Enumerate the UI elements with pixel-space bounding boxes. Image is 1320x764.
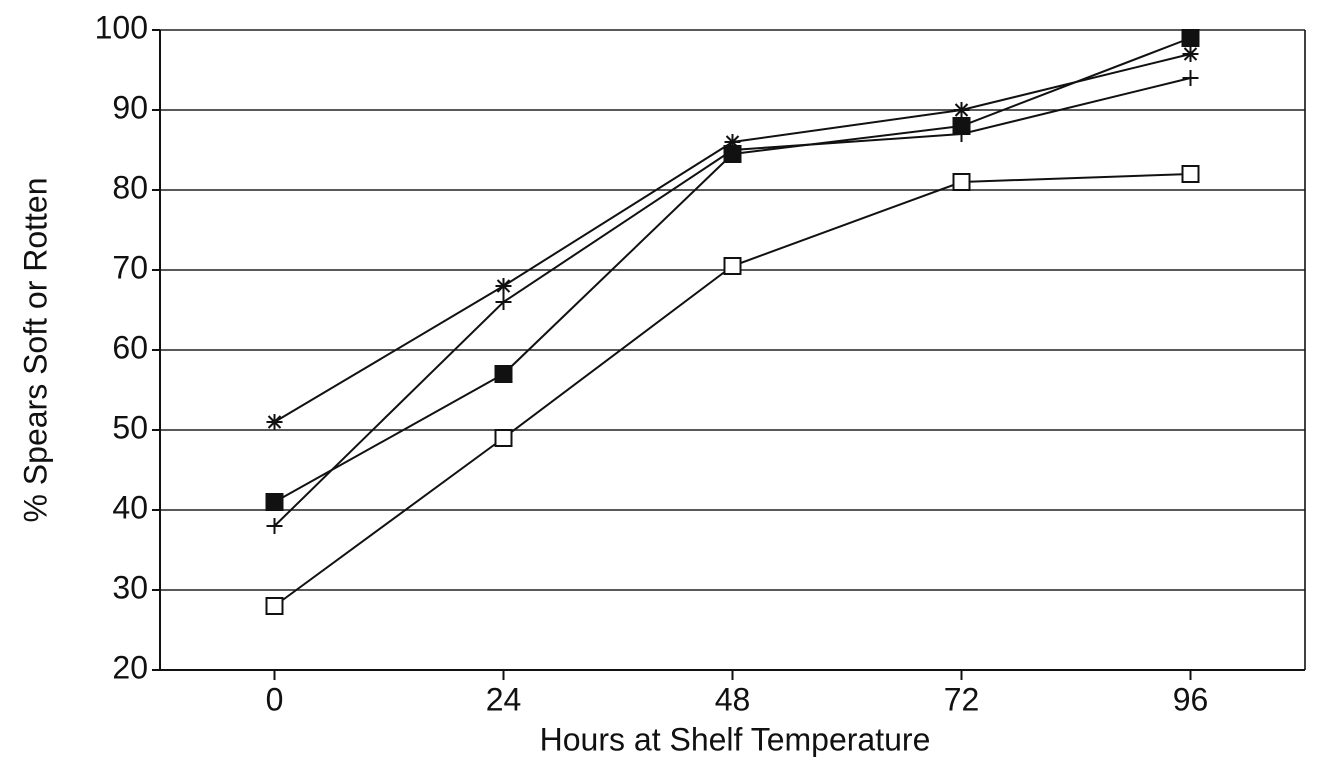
x-tick-label: 96	[1173, 681, 1209, 717]
y-tick-label: 90	[112, 89, 148, 125]
x-axis-label: Hours at Shelf Temperature	[540, 721, 931, 757]
marker	[265, 597, 284, 615]
x-tick-label: 48	[715, 681, 751, 717]
marker	[1181, 165, 1200, 183]
marker	[723, 257, 742, 275]
marker	[494, 429, 513, 447]
y-tick-label: 40	[112, 489, 148, 525]
marker	[953, 102, 970, 118]
marker	[724, 142, 741, 158]
y-axis-label: % Spears Soft or Rotten	[17, 177, 53, 522]
y-tick-label: 30	[112, 569, 148, 605]
y-tick-label: 80	[112, 169, 148, 205]
series-line	[273, 173, 1191, 607]
y-tick-label: 60	[112, 329, 148, 365]
marker	[266, 414, 283, 430]
marker	[1181, 29, 1200, 47]
marker	[265, 493, 284, 511]
x-tick-label: 24	[486, 681, 522, 717]
y-tick-label: 20	[112, 649, 148, 685]
y-tick-label: 70	[112, 249, 148, 285]
marker	[952, 173, 971, 191]
marker	[1182, 70, 1199, 86]
marker	[266, 518, 283, 534]
y-tick-label: 50	[112, 409, 148, 445]
marker	[495, 278, 512, 294]
marker	[494, 365, 513, 383]
y-tick-label: 100	[95, 9, 148, 45]
x-tick-label: 0	[266, 681, 284, 717]
x-tick-label: 72	[944, 681, 980, 717]
marker	[495, 294, 512, 310]
marker	[1182, 46, 1199, 62]
marker	[953, 126, 970, 142]
